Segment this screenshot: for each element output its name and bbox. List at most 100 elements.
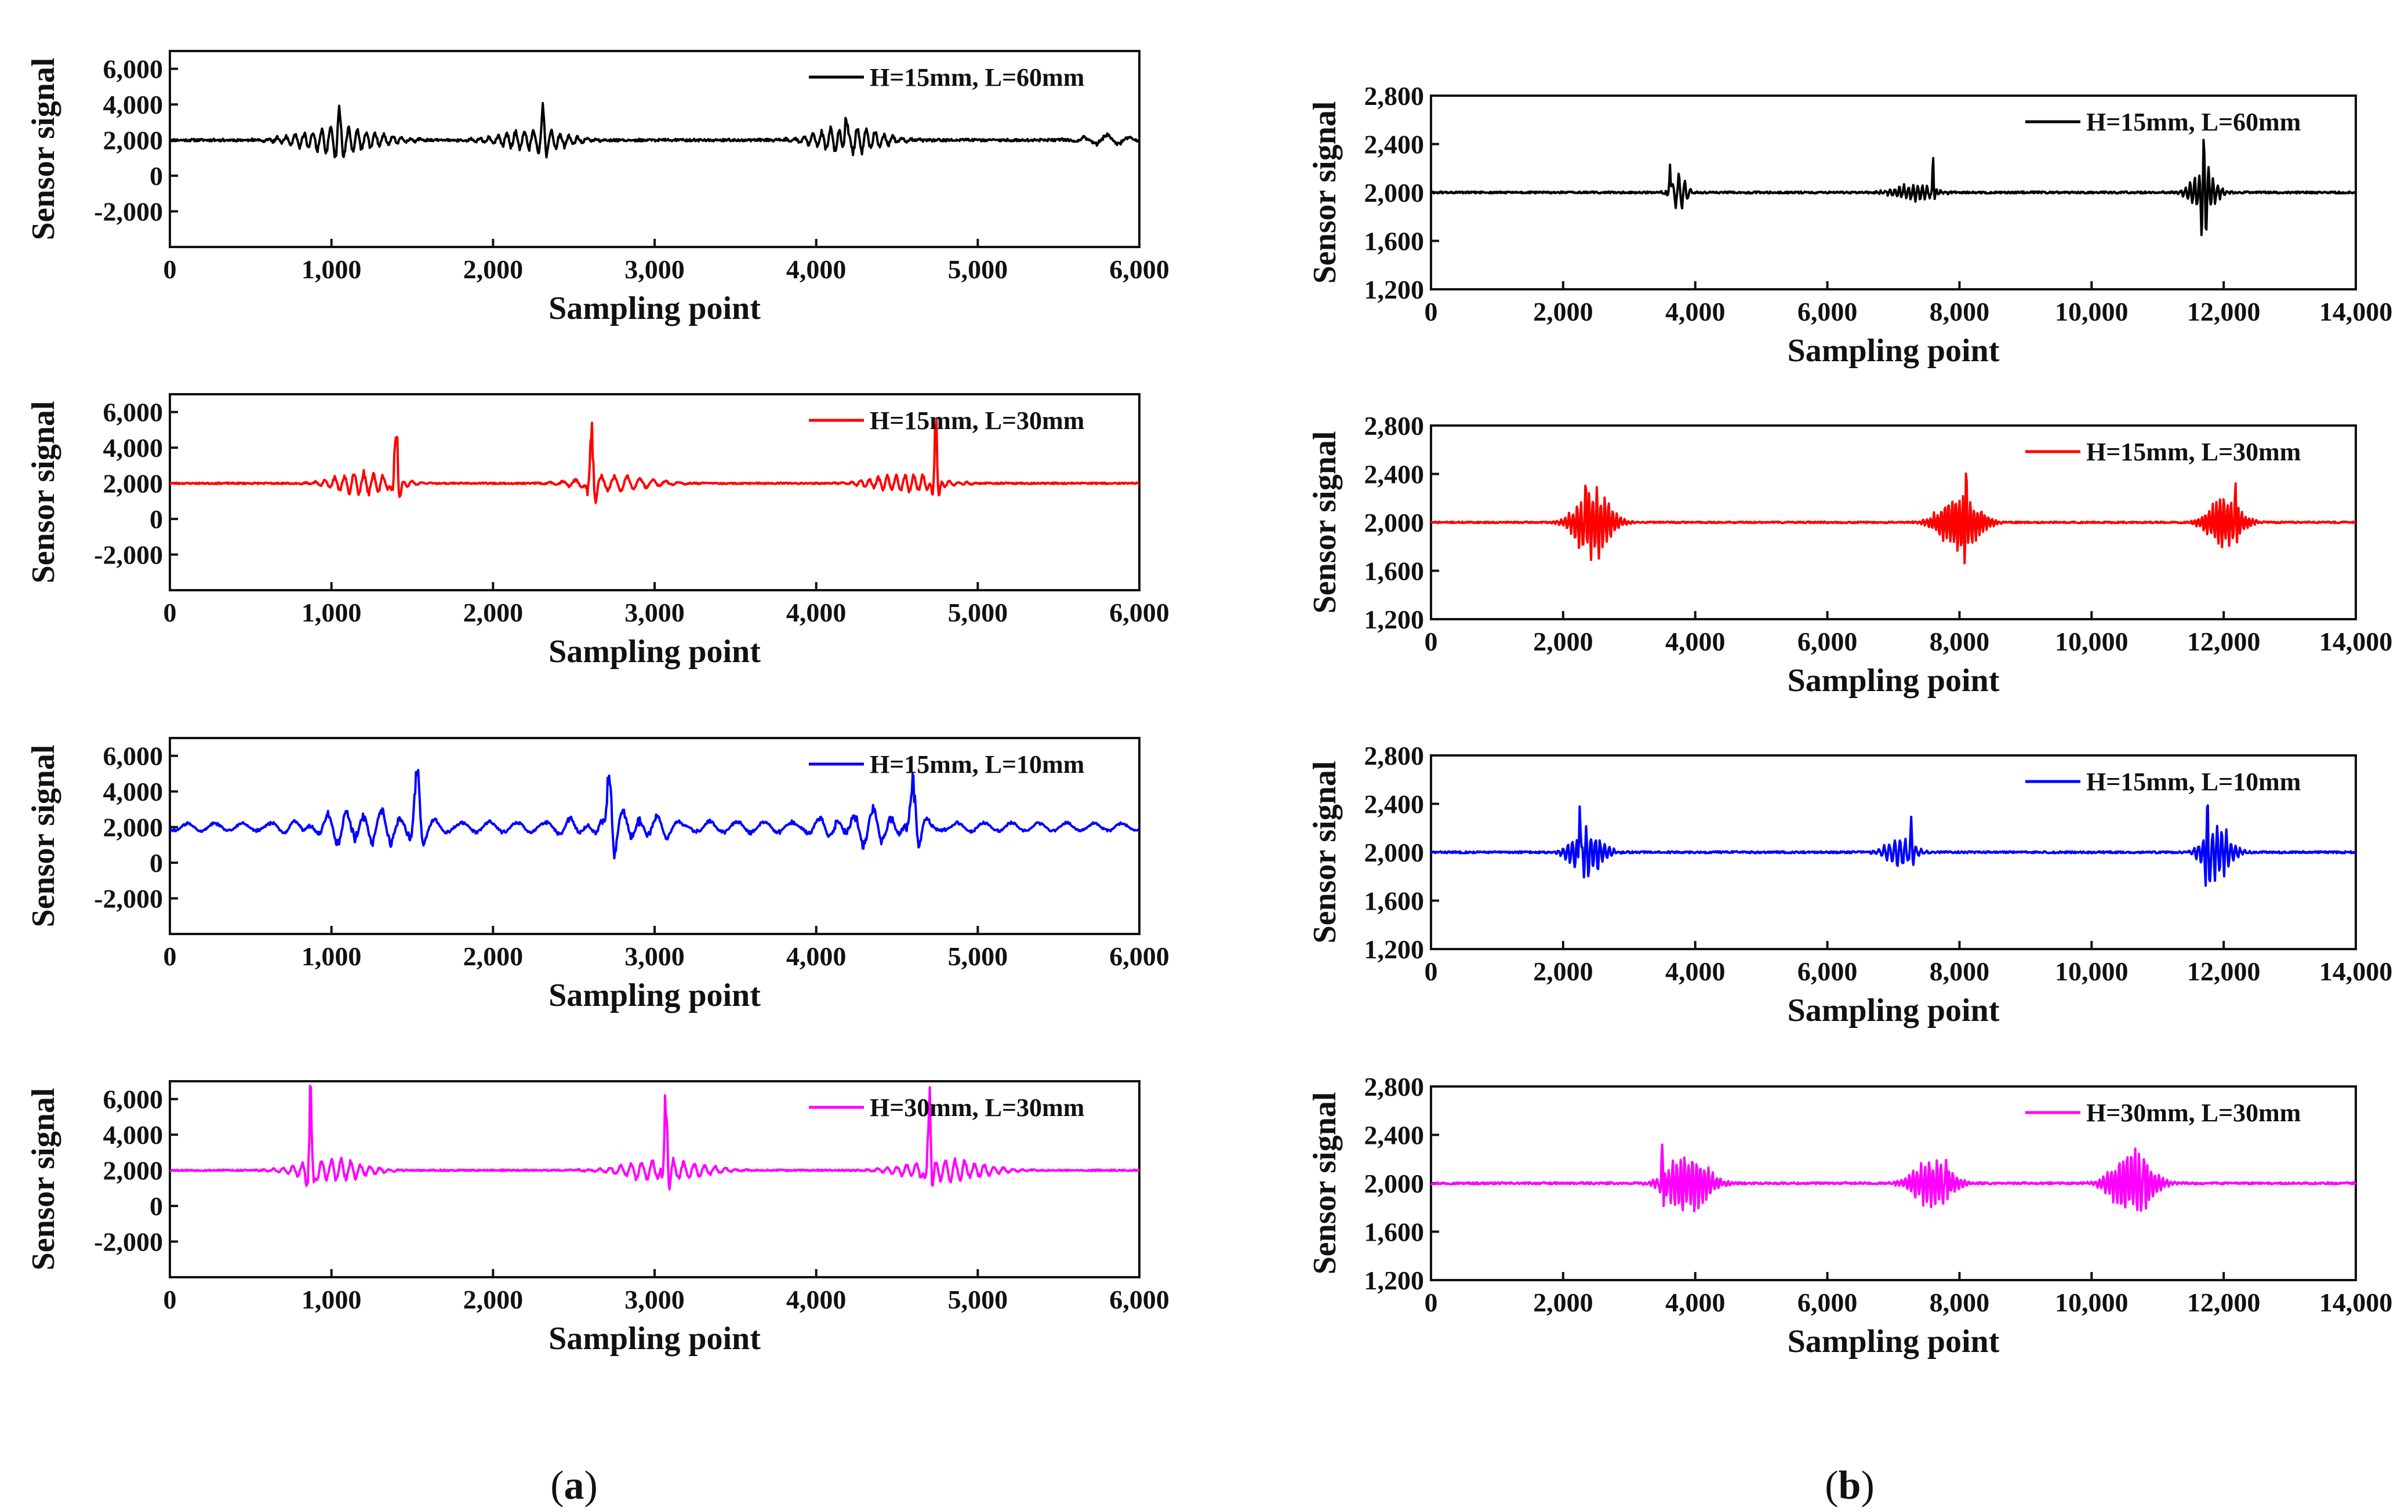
x-tick-label: 0	[164, 1285, 177, 1314]
y-tick-label: 0	[150, 848, 163, 878]
x-tick-label: 1,000	[302, 942, 362, 971]
y-tick-label: 1,600	[1364, 227, 1425, 256]
y-tick-label: 6,000	[103, 398, 164, 427]
x-tick-label: 0	[1425, 627, 1438, 656]
x-tick-label: 4,000	[786, 1285, 847, 1314]
y-tick-label: 0	[150, 504, 163, 534]
x-tick-label: 2,000	[463, 942, 524, 971]
y-tick-label: 2,000	[103, 126, 164, 155]
x-tick-label: 2,000	[1533, 627, 1593, 656]
y-tick-label: 4,000	[103, 90, 164, 119]
y-tick-label: 6,000	[103, 54, 164, 84]
x-tick-label: 3,000	[624, 255, 685, 284]
y-tick-label: 4,000	[103, 433, 164, 463]
x-tick-label: 10,000	[2055, 627, 2129, 656]
legend-label: H=15mm, L=10mm	[870, 750, 1084, 779]
x-axis-label: Sampling point	[549, 634, 761, 670]
y-tick-label: 1,200	[1364, 935, 1425, 964]
x-tick-label: 10,000	[2055, 957, 2129, 986]
x-axis-label: Sampling point	[1788, 663, 2000, 699]
chart-a-1: 0 1,000 2,000 3,000 4,000 5,000 6,000-2,00002,…	[26, 50, 1170, 326]
series-line	[169, 419, 1140, 504]
x-tick-label: 6,000	[1109, 598, 1170, 627]
x-tick-label: 3,000	[624, 598, 685, 627]
x-tick-label: 6,000	[1797, 957, 1858, 986]
x-tick-label: 0	[1425, 957, 1438, 986]
x-axis-label: Sampling point	[1788, 993, 2000, 1028]
x-tick-label: 1,000	[302, 598, 362, 627]
legend-label: H=15mm, L=30mm	[2086, 438, 2301, 466]
x-tick-label: 0	[164, 942, 177, 971]
y-tick-label: 2,000	[1364, 178, 1425, 208]
x-tick-label: 6,000	[1797, 1288, 1858, 1317]
x-tick-label: 5,000	[948, 598, 1008, 627]
panel-label-a: (a)	[550, 1463, 598, 1508]
y-tick-label: 2,400	[1364, 460, 1425, 489]
series-line	[1430, 139, 2357, 237]
y-axis-label: Sensor signal	[26, 745, 61, 928]
x-tick-label: 6,000	[1109, 942, 1170, 971]
x-tick-label: 14,000	[2319, 297, 2393, 326]
x-tick-label: 14,000	[2319, 957, 2393, 986]
y-tick-label: 2,000	[103, 469, 164, 499]
legend-label: H=15mm, L=60mm	[870, 63, 1084, 92]
x-tick-label: 2,000	[1533, 957, 1593, 986]
y-tick-label: 0	[150, 161, 163, 191]
chart-a-4: 0 1,000 2,000 3,000 4,000 5,000 6,000-2,00002,…	[26, 1080, 1170, 1357]
x-tick-label: 4,000	[786, 255, 847, 284]
x-tick-label: 10,000	[2055, 297, 2129, 326]
x-axis-label: Sampling point	[549, 1321, 761, 1357]
x-tick-label: 2,000	[1533, 1288, 1593, 1317]
legend-label: H=15mm, L=60mm	[2086, 108, 2301, 136]
y-axis-label: Sensor signal	[1307, 431, 1343, 614]
series-line	[1430, 1143, 2357, 1213]
y-axis-label: Sensor signal	[1307, 101, 1343, 284]
y-tick-label: 2,000	[1364, 1169, 1425, 1198]
x-tick-label: 4,000	[786, 598, 847, 627]
y-tick-label: -2,000	[94, 884, 163, 914]
y-tick-label: 1,600	[1364, 1217, 1425, 1247]
y-tick-label: 2,000	[1364, 838, 1425, 867]
x-tick-label: 2,000	[1533, 297, 1593, 326]
series-line	[169, 769, 1140, 860]
x-tick-label: 12,000	[2187, 1288, 2261, 1317]
y-axis-label: Sensor signal	[1307, 761, 1343, 944]
y-tick-label: -2,000	[94, 197, 163, 227]
y-tick-label: 2,000	[1364, 508, 1425, 537]
chart-b-3: 0 2,000 4,000 6,000 8,000 10,000 12,000 14,000 1…	[1307, 741, 2392, 1028]
x-tick-label: 1,000	[302, 1285, 362, 1314]
x-tick-label: 4,000	[1665, 957, 1726, 986]
x-tick-label: 12,000	[2187, 957, 2261, 986]
legend-label: H=30mm, L=30mm	[2086, 1099, 2301, 1127]
legend-label: H=15mm, L=10mm	[2086, 768, 2301, 796]
x-tick-label: 3,000	[624, 1285, 685, 1314]
y-tick-label: 1,200	[1364, 1266, 1425, 1295]
x-tick-label: 8,000	[1930, 1288, 1990, 1317]
y-tick-label: 1,600	[1364, 886, 1425, 916]
x-tick-label: 6,000	[1797, 627, 1858, 656]
chart-b-2: 0 2,000 4,000 6,000 8,000 10,000 12,000 14,000 1…	[1307, 411, 2392, 699]
x-tick-label: 2,000	[463, 255, 524, 284]
y-tick-label: 4,000	[103, 777, 164, 806]
y-tick-label: 2,000	[103, 813, 164, 842]
y-axis-label: Sensor signal	[26, 1088, 61, 1271]
chart-b-1: 0 2,000 4,000 6,000 8,000 10,000 12,000 14,000 1…	[1307, 81, 2392, 369]
x-tick-label: 14,000	[2319, 627, 2393, 656]
x-tick-label: 0	[1425, 297, 1438, 326]
x-tick-label: 4,000	[786, 942, 847, 971]
y-tick-label: 2,000	[103, 1156, 164, 1186]
panel-label-b: (b)	[1825, 1463, 1875, 1508]
series-line	[169, 101, 1141, 159]
legend-label: H=30mm, L=30mm	[870, 1093, 1084, 1122]
x-tick-label: 8,000	[1930, 957, 1990, 986]
y-tick-label: 2,400	[1364, 130, 1425, 159]
chart-b-4: 0 2,000 4,000 6,000 8,000 10,000 12,000 14,000 1…	[1307, 1072, 2392, 1360]
x-tick-label: 2,000	[463, 598, 524, 627]
y-tick-label: 6,000	[103, 1085, 164, 1114]
x-axis-label: Sampling point	[1788, 333, 2000, 369]
x-tick-label: 6,000	[1797, 297, 1858, 326]
y-tick-label: -2,000	[94, 1227, 163, 1257]
y-tick-label: -2,000	[94, 540, 163, 570]
y-axis-label: Sensor signal	[26, 58, 61, 241]
